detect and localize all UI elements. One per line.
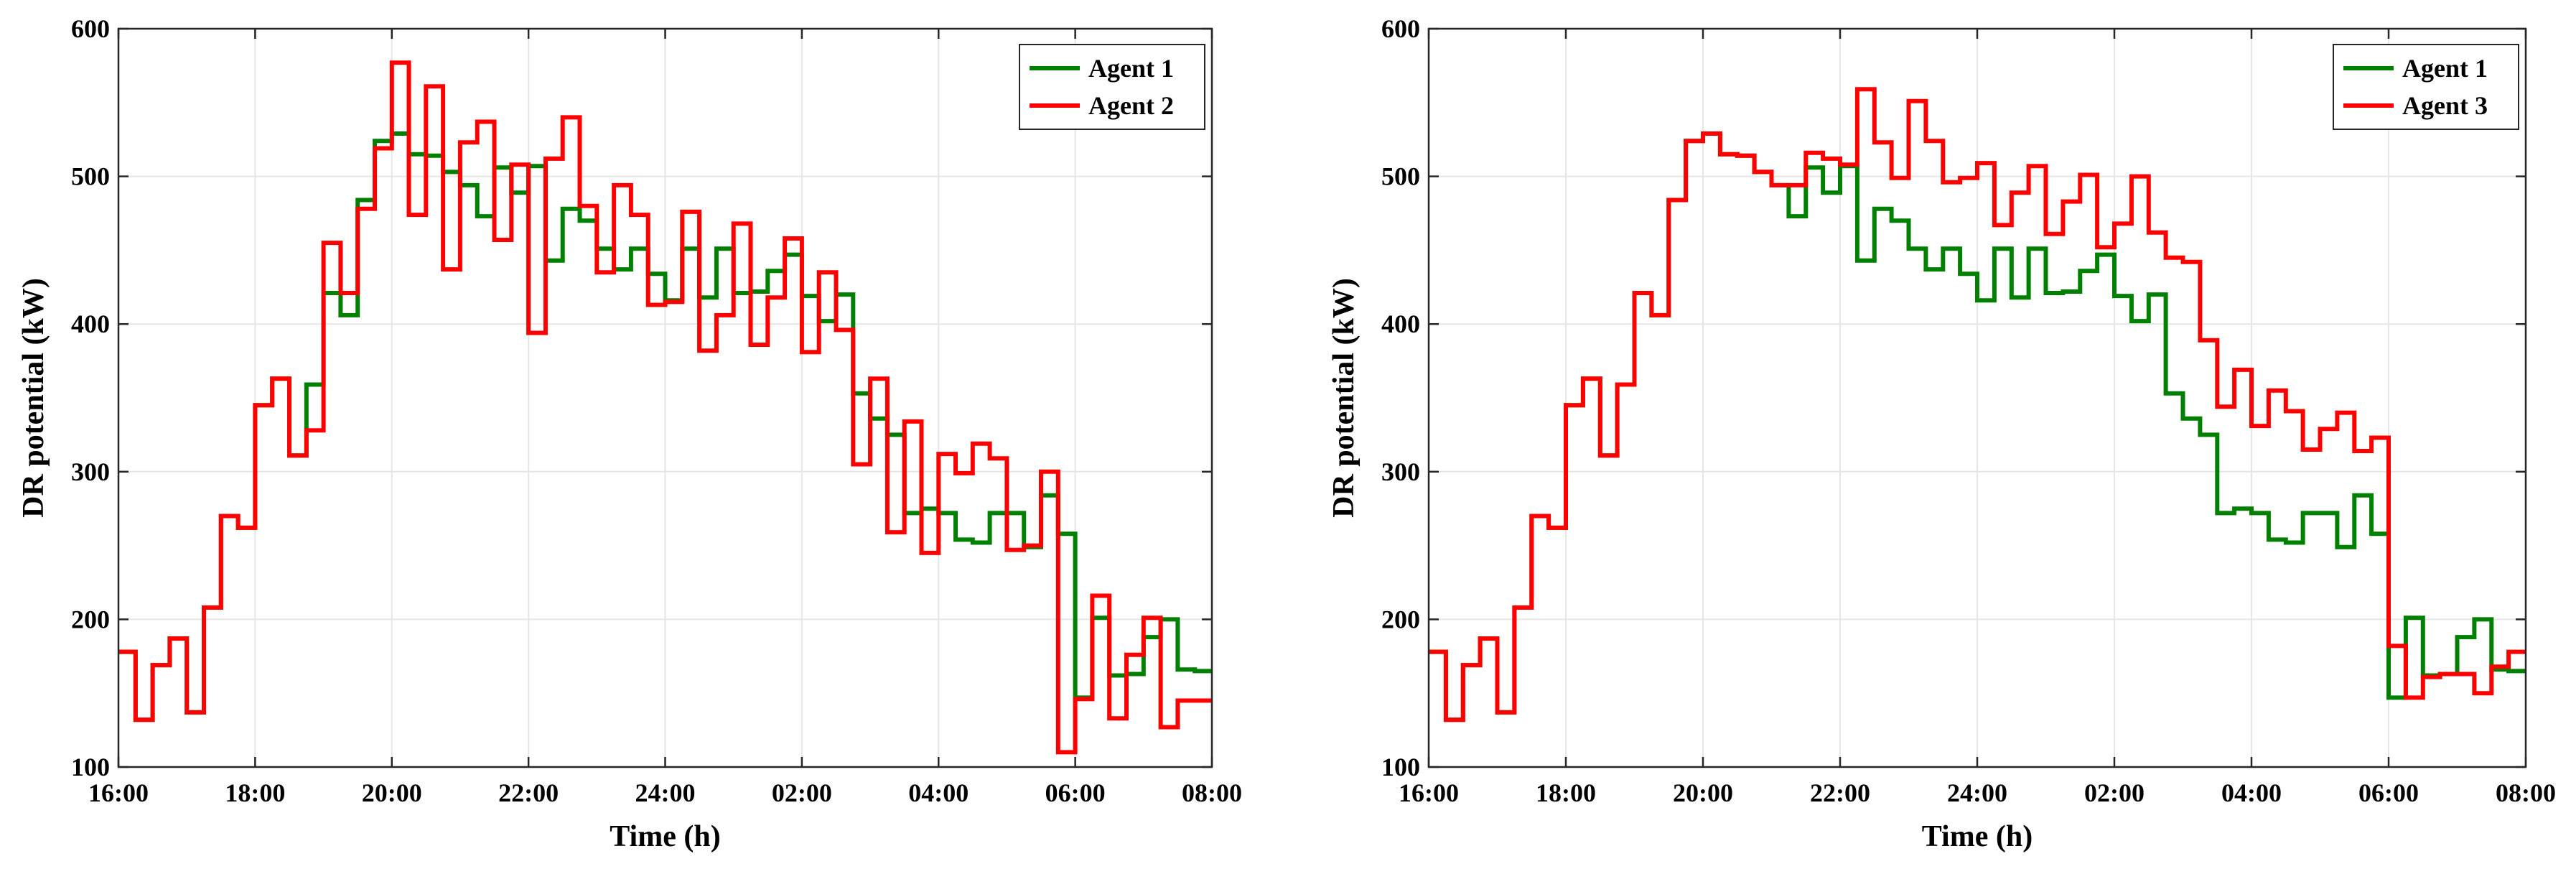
y-tick-label: 300	[1381, 457, 1420, 486]
series-line-agent-2	[118, 60, 1212, 755]
y-tick-label: 400	[1381, 310, 1420, 338]
legend-label: Agent 1	[2402, 54, 2488, 83]
x-axis-label: Time (h)	[610, 820, 720, 853]
x-tick-label: 22:00	[498, 779, 559, 807]
x-tick-label: 06:00	[1045, 779, 1106, 807]
x-tick-label: 02:00	[2084, 779, 2145, 807]
y-tick-label: 100	[1381, 753, 1420, 781]
legend-label: Agent 3	[2402, 91, 2488, 120]
x-tick-label: 16:00	[1399, 779, 1459, 807]
x-tick-label: 04:00	[2221, 779, 2282, 807]
y-tick-label: 600	[71, 14, 110, 43]
y-tick-label: 100	[71, 753, 110, 781]
x-tick-label: 24:00	[635, 779, 696, 807]
legend-label: Agent 2	[1088, 91, 1174, 120]
x-tick-label: 24:00	[1947, 779, 2007, 807]
y-tick-label: 600	[1381, 14, 1420, 43]
chart-panel-1: 16:00 18:00 20:00 22:00 24:00 02:00 04:00 06:00…	[17, 14, 1242, 853]
chart-panel-2: 16:00 18:00 20:00 22:00 24:00 02:00 04:00 06:00…	[1327, 14, 2556, 853]
y-axis-label: DR potential (kW)	[17, 278, 50, 518]
x-tick-label: 06:00	[2358, 779, 2419, 807]
legend: Agent 1 Agent 3	[2333, 44, 2519, 130]
x-tick-label: 08:00	[1182, 779, 1242, 807]
x-tick-label: 16:00	[88, 779, 149, 807]
x-tick-label: 20:00	[1673, 779, 1733, 807]
legend: Agent 1 Agent 2	[1019, 44, 1205, 130]
y-tick-label: 400	[71, 310, 110, 338]
x-tick-label: 04:00	[908, 779, 969, 807]
y-tick-label: 300	[71, 457, 110, 486]
y-tick-label: 500	[1381, 162, 1420, 191]
x-tick-label: 22:00	[1810, 779, 1870, 807]
y-tick-label: 200	[1381, 605, 1420, 633]
series-line-agent-3	[1429, 87, 2526, 722]
x-tick-label: 18:00	[1536, 779, 1596, 807]
x-tick-label: 08:00	[2496, 779, 2556, 807]
y-tick-label: 200	[71, 605, 110, 633]
y-axis-label: DR potential (kW)	[1327, 278, 1361, 518]
legend-label: Agent 1	[1088, 54, 1174, 83]
legend-box	[2333, 44, 2519, 130]
x-axis-label: Time (h)	[1922, 820, 2033, 853]
legend-box	[1019, 44, 1205, 130]
x-tick-label: 18:00	[225, 779, 285, 807]
x-tick-label: 02:00	[772, 779, 832, 807]
x-tick-label: 20:00	[362, 779, 422, 807]
y-tick-label: 500	[71, 162, 110, 191]
